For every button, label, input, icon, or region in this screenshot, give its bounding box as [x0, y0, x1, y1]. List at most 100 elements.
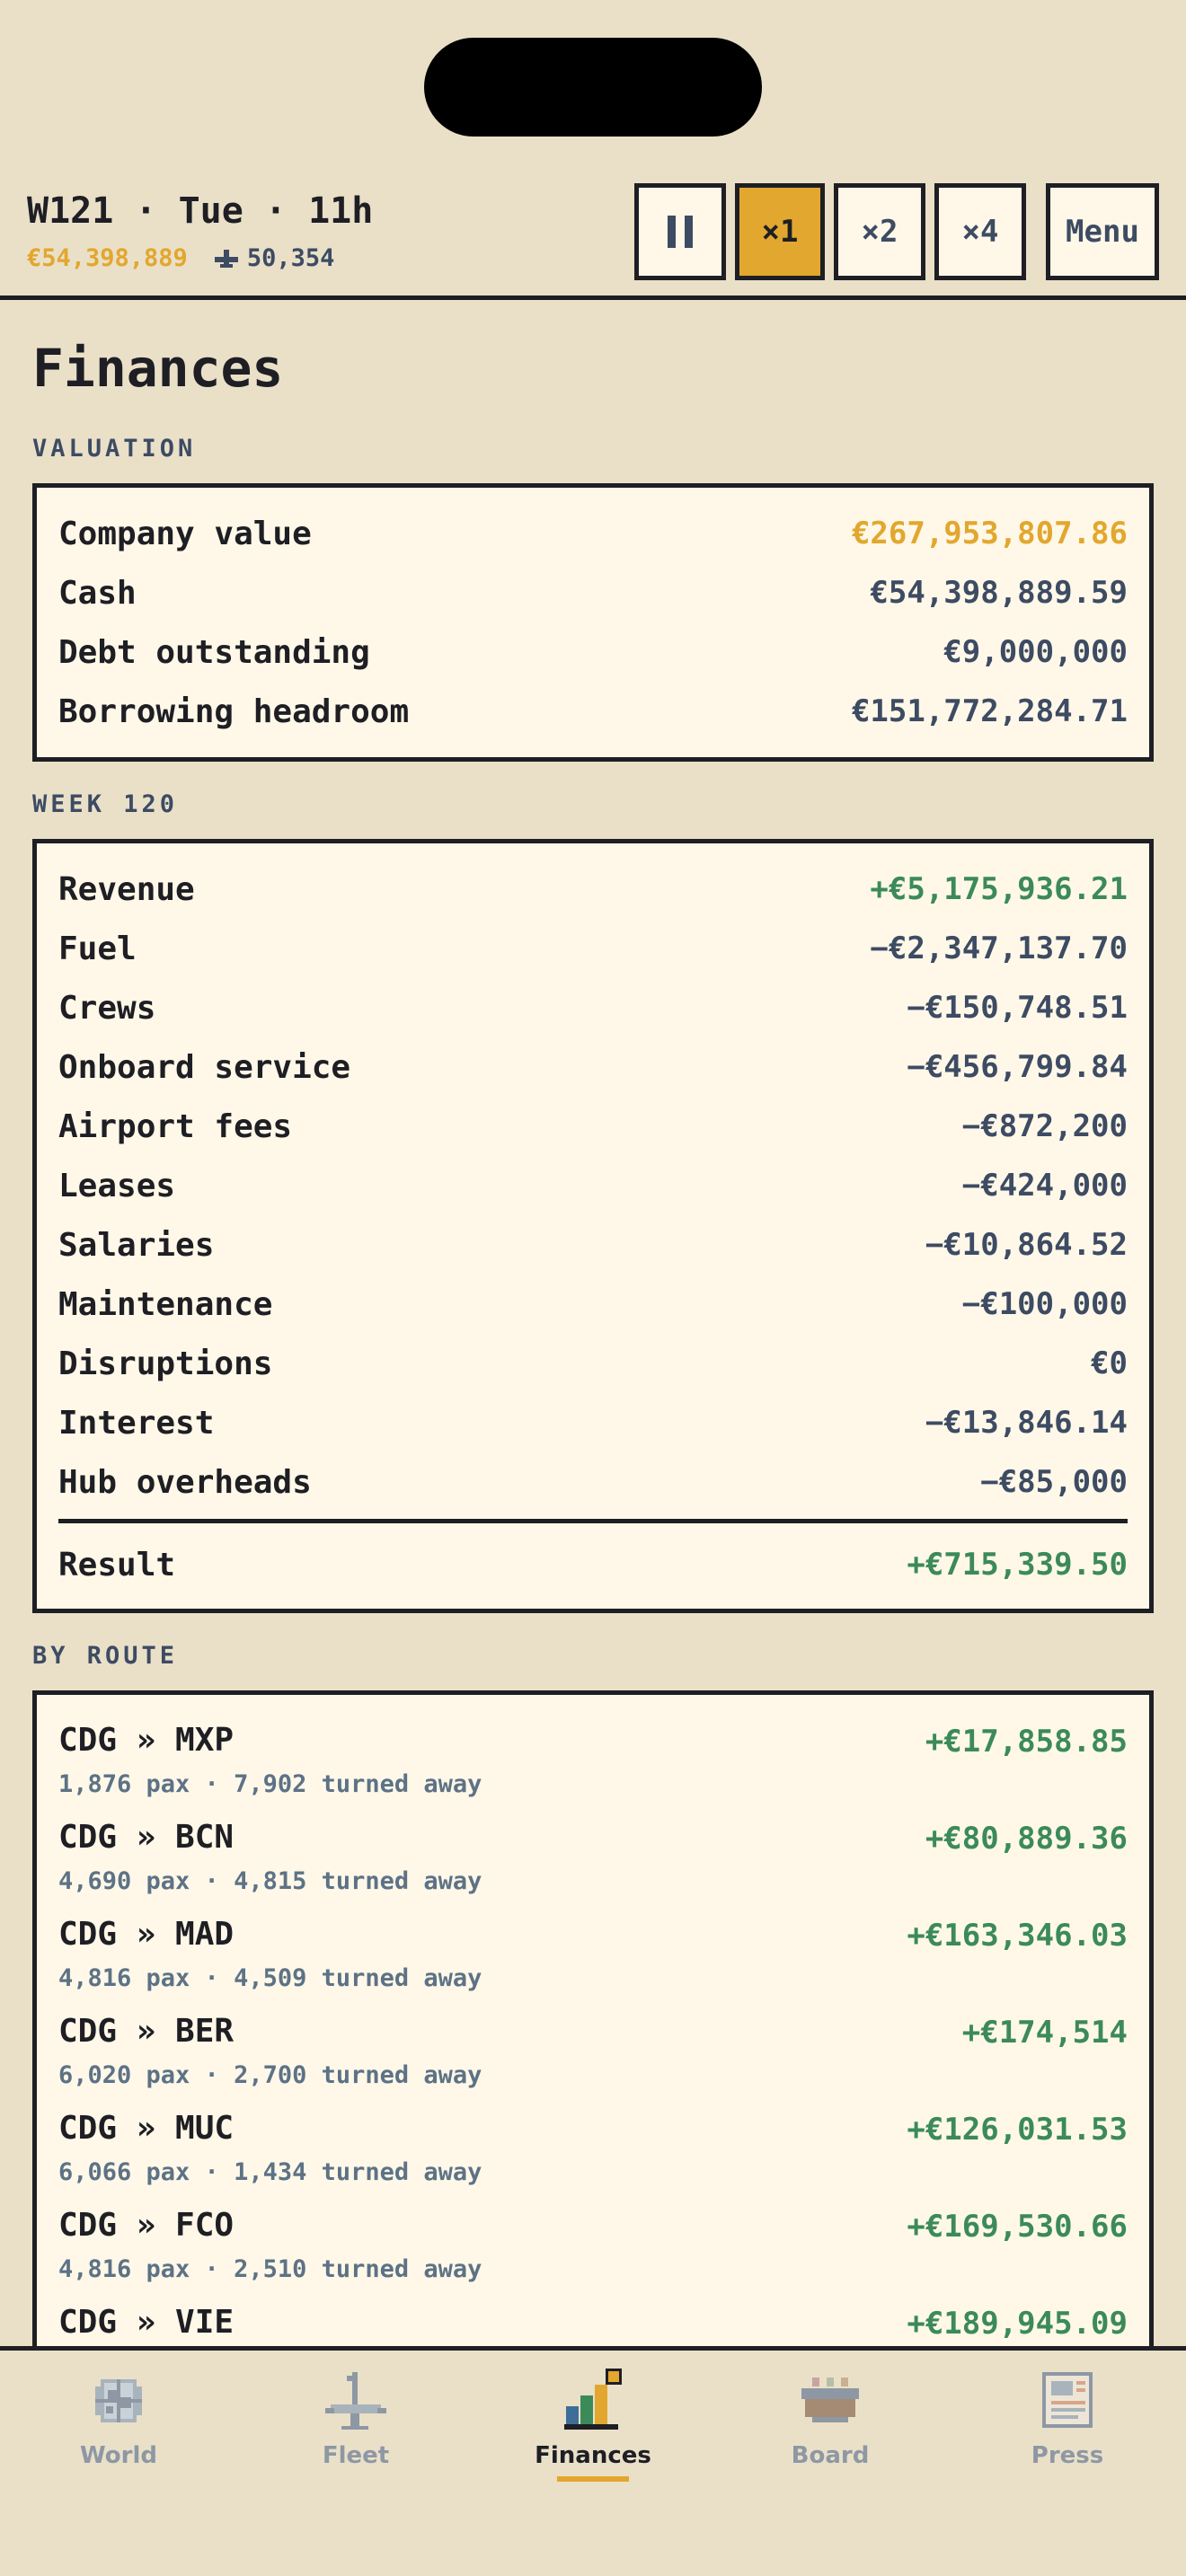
week-heading: WEEK 120 [32, 790, 179, 818]
tab-world[interactable]: World [29, 2367, 208, 2483]
active-tab-indicator [557, 2476, 629, 2482]
row-label: Maintenance [58, 1285, 273, 1323]
passenger-readout: 50,354 [213, 244, 335, 272]
row-value: −€2,347,137.70 [870, 931, 1128, 966]
tab-fleet[interactable]: Fleet [266, 2367, 446, 2483]
valuation-row: Cash €54,398,889.59 [58, 570, 1128, 615]
route-profit: +€169,530.66 [907, 2209, 1128, 2245]
route-profit: +€17,858.85 [925, 1724, 1128, 1760]
route-item[interactable]: CDG » BCN +€80,889.36 4,690 pax · 4,815 … [58, 1819, 1128, 1909]
speed-x1-button[interactable]: ×1 [735, 183, 825, 280]
menu-label: Menu [1066, 214, 1139, 250]
tab-label: Finances [535, 2442, 651, 2469]
week-row: Leases −€424,000 [58, 1163, 1128, 1208]
route-item[interactable]: CDG » MXP +€17,858.85 1,876 pax · 7,902 … [58, 1722, 1128, 1812]
newspaper-icon [1042, 2372, 1093, 2428]
tab-label: Press [1031, 2442, 1104, 2469]
valuation-row: Debt outstanding €9,000,000 [58, 630, 1128, 675]
week-row: Crews −€150,748.51 [58, 985, 1128, 1030]
row-value: −€10,864.52 [925, 1227, 1128, 1263]
row-label: Fuel [58, 930, 137, 967]
row-value: €9,000,000 [943, 634, 1128, 670]
bottom-nav: World Fleet Finances [0, 2346, 1186, 2576]
route-name: CDG » MXP [58, 1722, 235, 1759]
cash-readout: €54,398,889 [27, 244, 188, 272]
dynamic-island [424, 38, 762, 137]
route-profit: +€189,945.09 [907, 2306, 1128, 2342]
result-value: +€715,339.50 [907, 1547, 1128, 1583]
route-name: CDG » FCO [58, 2207, 235, 2244]
airport-icon [325, 2372, 386, 2430]
route-stats: 6,020 pax · 2,700 turned away [58, 2061, 482, 2089]
valuation-row: Borrowing headroom €151,772,284.71 [58, 689, 1128, 734]
boardroom-icon [801, 2378, 859, 2422]
tab-board[interactable]: Board [740, 2367, 920, 2483]
week-row: Interest −€13,846.14 [58, 1400, 1128, 1445]
route-item[interactable]: CDG » BER +€174,514 6,020 pax · 2,700 tu… [58, 2013, 1128, 2103]
row-label: Interest [58, 1404, 215, 1442]
route-name: CDG » VIE [58, 2304, 235, 2341]
row-value: €151,772,284.71 [851, 693, 1128, 729]
routes-heading: BY ROUTE [32, 1642, 179, 1670]
passenger-count: 50,354 [246, 244, 335, 272]
valuation-row: Company value €267,953,807.86 [58, 511, 1128, 556]
row-label: Hub overheads [58, 1463, 312, 1501]
row-value: −€150,748.51 [907, 990, 1128, 1026]
row-value: −€100,000 [961, 1286, 1128, 1322]
route-name: CDG » MAD [58, 1916, 235, 1953]
route-item[interactable]: CDG » FCO +€169,530.66 4,816 pax · 2,510… [58, 2207, 1128, 2297]
week-card: Revenue +€5,175,936.21 Fuel −€2,347,137.… [32, 839, 1154, 1613]
route-stats: 6,066 pax · 1,434 turned away [58, 2158, 482, 2186]
speed-x1-label: ×1 [761, 214, 799, 250]
plane-icon [214, 249, 238, 268]
row-label: Disruptions [58, 1345, 273, 1382]
valuation-heading: VALUATION [32, 435, 197, 463]
row-label: Borrowing headroom [58, 693, 410, 730]
row-value: +€5,175,936.21 [870, 871, 1128, 907]
route-name: CDG » MUC [58, 2110, 235, 2147]
row-label: Airport fees [58, 1107, 293, 1145]
tab-label: Fleet [322, 2442, 390, 2469]
row-label: Debt outstanding [58, 633, 370, 671]
globe-icon [95, 2379, 142, 2422]
routes-card: CDG » MXP +€17,858.85 1,876 pax · 7,902 … [32, 1690, 1154, 2391]
route-item[interactable]: CDG » MAD +€163,346.03 4,816 pax · 4,509… [58, 1916, 1128, 2006]
row-label: Crews [58, 989, 156, 1027]
row-value: −€85,000 [980, 1464, 1128, 1500]
menu-button[interactable]: Menu [1046, 183, 1159, 280]
row-label: Onboard service [58, 1048, 351, 1086]
week-row: Fuel −€2,347,137.70 [58, 926, 1128, 971]
row-label: Salaries [58, 1226, 215, 1264]
row-label: Leases [58, 1167, 176, 1204]
row-label: Cash [58, 574, 137, 612]
tab-press[interactable]: Press [978, 2367, 1157, 2483]
route-item[interactable]: CDG » VIE +€189,945.09 [58, 2304, 1128, 2394]
week-row: Onboard service −€456,799.84 [58, 1045, 1128, 1090]
speed-x2-button[interactable]: ×2 [834, 183, 925, 280]
row-value: −€424,000 [961, 1168, 1128, 1204]
route-profit: +€80,889.36 [925, 1821, 1128, 1857]
page-title: Finances [32, 338, 284, 399]
row-value: −€872,200 [961, 1108, 1128, 1144]
route-item[interactable]: CDG » MUC +€126,031.53 6,066 pax · 1,434… [58, 2110, 1128, 2200]
row-value: −€13,846.14 [925, 1405, 1128, 1441]
week-row: Revenue +€5,175,936.21 [58, 867, 1128, 912]
result-divider [58, 1519, 1128, 1523]
pause-button[interactable] [634, 183, 726, 280]
speed-x4-label: ×4 [961, 214, 999, 250]
speed-x2-label: ×2 [861, 214, 898, 250]
pause-icon [668, 216, 693, 248]
header-stats: €54,398,889 50,354 [27, 244, 334, 272]
row-label: Company value [58, 515, 312, 552]
result-label: Result [58, 1546, 176, 1584]
tab-label: World [80, 2442, 157, 2469]
speed-x4-button[interactable]: ×4 [934, 183, 1026, 280]
tab-finances[interactable]: Finances [503, 2367, 683, 2483]
chart-coin-icon [564, 2369, 622, 2430]
route-stats: 1,876 pax · 7,902 turned away [58, 1770, 482, 1798]
week-row: Disruptions €0 [58, 1341, 1128, 1386]
route-stats: 4,816 pax · 4,509 turned away [58, 1964, 482, 1992]
row-value: −€456,799.84 [907, 1049, 1128, 1085]
week-row: Maintenance −€100,000 [58, 1282, 1128, 1327]
week-row: Hub overheads −€85,000 [58, 1460, 1128, 1504]
